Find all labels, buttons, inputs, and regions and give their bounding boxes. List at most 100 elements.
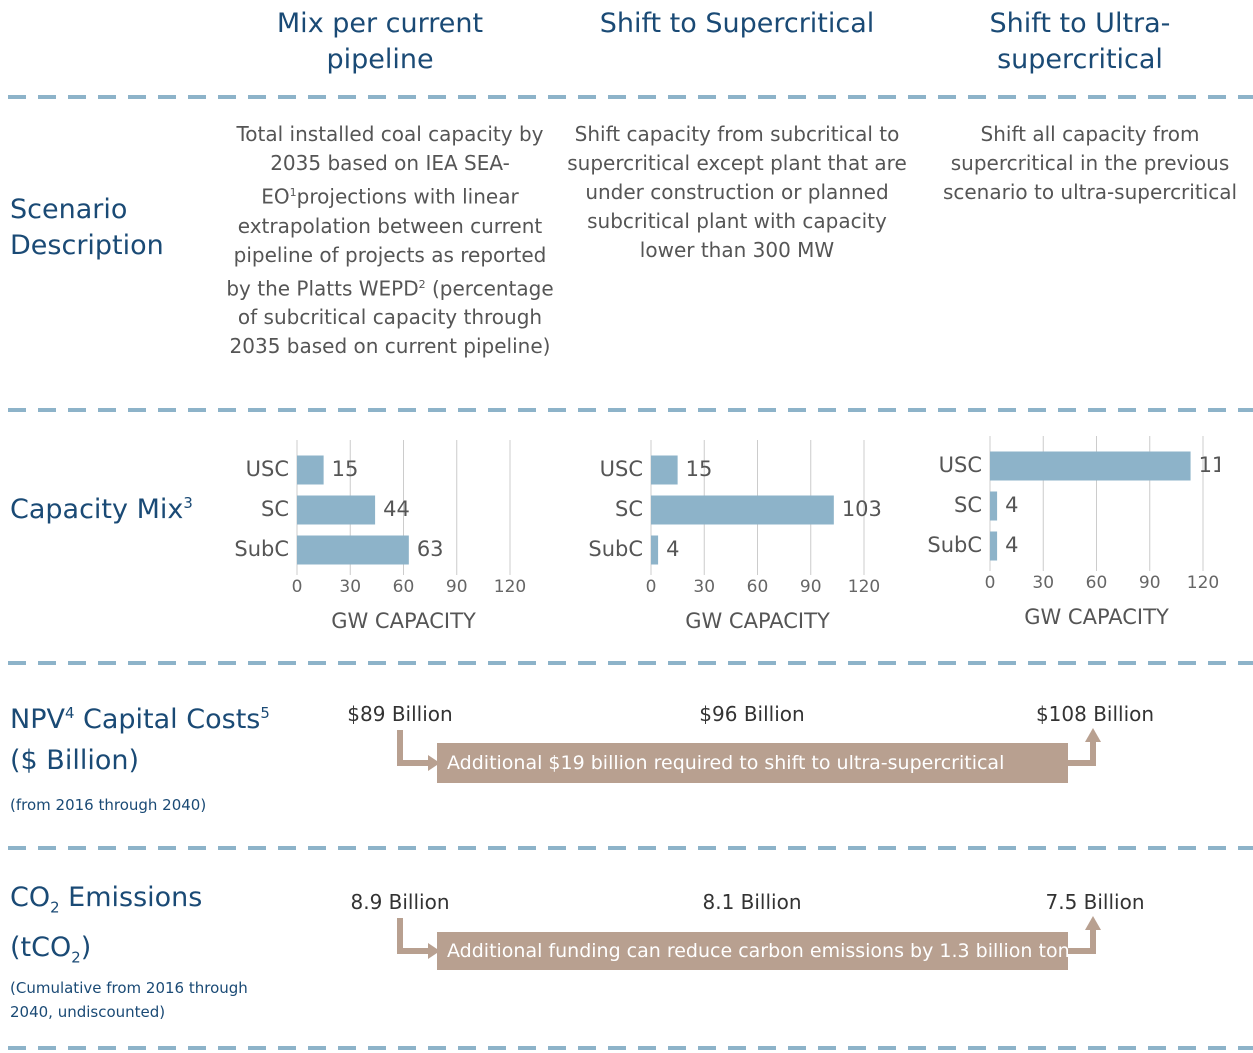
x-tick-label: 30	[693, 577, 715, 597]
column-header: Mix per current pipeline	[276, 8, 484, 75]
value-label: 15	[686, 457, 713, 481]
y-tick-label: SC	[261, 497, 289, 521]
bar	[990, 491, 998, 521]
x-tick-label: 0	[985, 573, 996, 593]
y-tick-label: SubC	[588, 537, 643, 561]
text: projections with linear extrapolation be…	[226, 184, 547, 301]
dividers	[8, 95, 1253, 1050]
x-tick-label: 30	[1032, 573, 1054, 593]
arrow	[397, 918, 430, 954]
text: (percentage of subcritical capacity thro…	[229, 276, 554, 359]
y-tick-label: USC	[600, 457, 643, 481]
chart: 0 30 60 90 120 GW CAPACITY USC 15 SC 44 SubC 63	[234, 440, 526, 633]
footnote: 5	[260, 704, 270, 722]
row-label: Capacity Mix3	[10, 485, 193, 528]
row-note: (Cumulative from 2016 through 2040, undi…	[10, 979, 248, 1021]
x-axis-label: GW CAPACITY	[685, 609, 830, 633]
y-tick-label: SubC	[927, 533, 982, 557]
arrow-head	[1085, 728, 1101, 742]
bar	[990, 451, 1191, 481]
arrows	[397, 730, 1096, 954]
bar	[297, 535, 409, 565]
value-label: 15	[332, 457, 359, 481]
row-label: Scenario Description	[10, 194, 164, 261]
annotation: Additional funding can reduce carbon emi…	[437, 932, 1068, 970]
column-header: Shift to Supercritical	[599, 8, 875, 39]
y-tick-label: SC	[615, 497, 643, 521]
y-tick-label: SC	[954, 493, 982, 517]
x-tick-label: 90	[446, 577, 468, 597]
arrow-head	[428, 943, 440, 959]
chart: 0 30 60 90 120 GW CAPACITY USC 15 SC 103 SubC 4	[588, 440, 881, 633]
x-tick-label: 0	[646, 577, 657, 597]
x-axis-label: GW CAPACITY	[1024, 605, 1169, 629]
value: $108 Billion	[1035, 702, 1155, 726]
footnote: 4	[64, 704, 75, 722]
bar	[990, 531, 998, 561]
x-tick-label: 120	[494, 577, 526, 597]
annotation: Additional $19 billion required to shift…	[437, 743, 1068, 783]
footnote: 1	[289, 186, 297, 199]
value-label: 4	[1005, 533, 1018, 557]
arrow	[397, 730, 430, 766]
y-tick-label: USC	[246, 457, 289, 481]
row-label: NPV4 Capital Costs5	[10, 695, 270, 738]
footnote: 3	[183, 494, 193, 512]
text: Total installed coal capacity by 2035 ba…	[236, 122, 544, 209]
x-tick-label: 60	[393, 577, 415, 597]
bar	[297, 495, 376, 525]
value-label: 4	[666, 537, 679, 561]
description: Shift capacity from subcritical to super…	[567, 122, 907, 262]
value: $89 Billion	[347, 702, 453, 726]
arrow-heads	[428, 728, 1101, 959]
value-label: 4	[1005, 493, 1018, 517]
value-label: 63	[417, 537, 444, 561]
description: Shift all capacity from supercritical in…	[942, 122, 1238, 204]
chart: 0 30 60 90 120 GW CAPACITY USC 113 SC 4 SubC 4	[927, 436, 1220, 629]
value-label: 113	[1199, 453, 1220, 477]
text: Emissions	[59, 882, 203, 913]
text: )	[80, 932, 92, 963]
x-tick-label: 60	[747, 577, 769, 597]
x-tick-label: 0	[292, 577, 303, 597]
subscript: 2	[71, 948, 81, 967]
value: 8.9 Billion	[350, 890, 450, 914]
x-tick-label: 60	[1086, 573, 1108, 593]
row-unit: (tCO2)	[10, 930, 91, 975]
arrow-head	[1085, 916, 1101, 930]
bar	[651, 495, 834, 525]
value: 7.5 Billion	[1045, 890, 1145, 914]
x-tick-label: 90	[1139, 573, 1161, 593]
row-note: (from 2016 through 2040)	[10, 796, 207, 814]
value-label: 103	[842, 497, 881, 521]
text: NPV	[10, 704, 65, 735]
x-tick-label: 120	[1187, 573, 1219, 593]
row-label: CO2 Emissions	[10, 880, 202, 925]
arrow	[1068, 928, 1096, 954]
description: Total installed coal capacity by 2035 ba…	[220, 120, 560, 361]
arrow-head	[428, 755, 440, 771]
subscript: 2	[50, 898, 60, 917]
text: CO	[10, 882, 51, 913]
y-tick-label: SubC	[234, 537, 289, 561]
value: $96 Billion	[699, 702, 805, 726]
arrow	[1068, 740, 1096, 766]
x-tick-label: 90	[800, 577, 822, 597]
x-axis-label: GW CAPACITY	[331, 609, 476, 633]
bar	[651, 535, 659, 565]
footnote: 2	[418, 277, 426, 291]
value-label: 44	[383, 497, 410, 521]
value: 8.1 Billion	[702, 890, 802, 914]
bar	[297, 455, 324, 485]
bar	[651, 455, 678, 485]
text: Capital Costs	[83, 704, 261, 735]
row-unit: ($ Billion)	[10, 745, 139, 776]
x-tick-label: 30	[339, 577, 361, 597]
column-header: Shift to Ultra-supercritical	[989, 8, 1171, 75]
y-tick-label: USC	[939, 453, 982, 477]
text: (tCO	[10, 932, 72, 963]
x-tick-label: 120	[848, 577, 880, 597]
text: Capacity Mix	[10, 494, 184, 525]
